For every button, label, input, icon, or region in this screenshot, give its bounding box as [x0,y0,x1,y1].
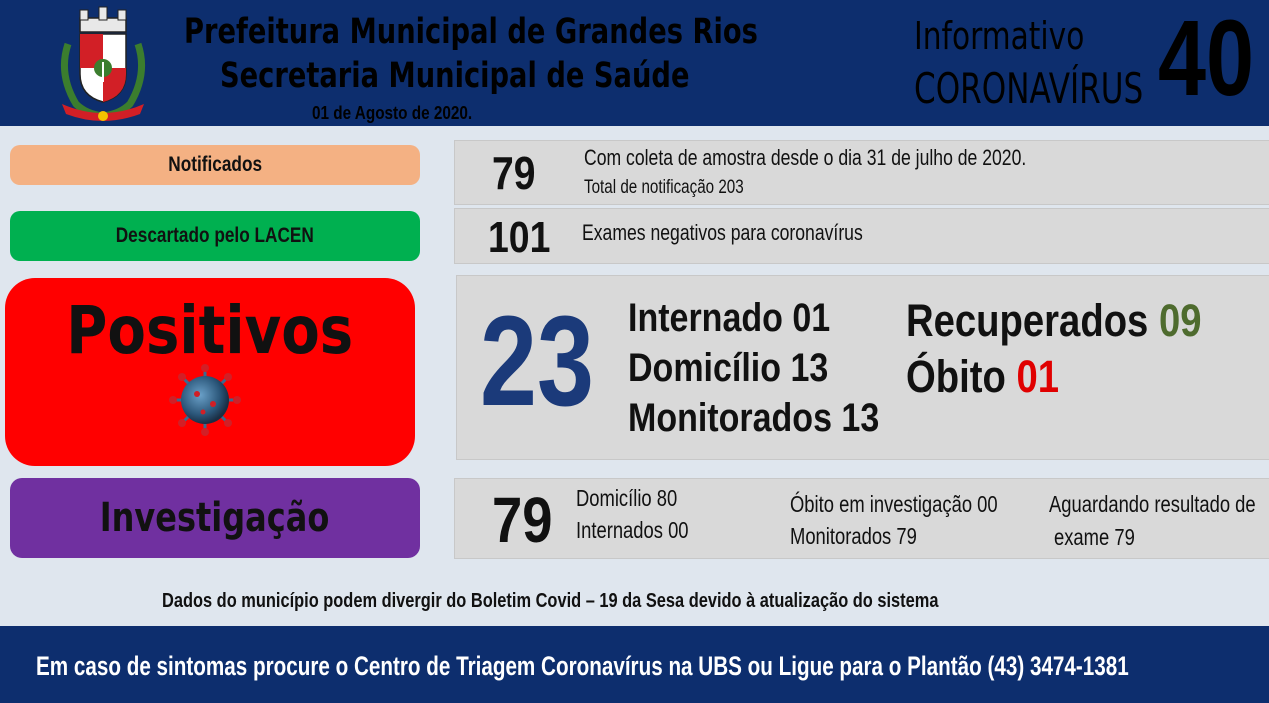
descartado-value: 101 [488,213,551,262]
descartado-desc: Exames negativos para coronavírus [582,220,863,245]
investigacao-aguardando-line1: Aguardando resultado de [1049,491,1256,517]
notificados-label-text: Notificados [168,153,262,176]
footer-banner [0,626,1269,703]
investigacao-label: Investigação [10,478,420,558]
recuperados-label: Recuperados [906,295,1149,346]
descartado-panel [454,208,1269,264]
header-title-line2: Secretaria Municipal de Saúde [220,56,690,96]
descartado-label: Descartado pelo LACEN [10,211,420,261]
notificados-desc-line1: Com coleta de amostra desde o dia 31 de … [584,145,1027,170]
header-date: 01 de Agosto de 2020. [312,103,473,123]
positivos-monitorados: Monitorados 13 [628,396,880,440]
footer-text: Em caso de sintomas procure o Centro de … [36,651,1129,681]
investigacao-obito: Óbito em investigação 00 [790,491,998,517]
investigacao-aguardando-line2: exame 79 [1054,524,1135,550]
header-title-line1: Prefeitura Municipal de Grandes Rios [184,12,758,52]
recuperados-value: 09 [1158,295,1202,346]
investigacao-monitorados: Monitorados 79 [790,523,917,549]
positivos-label: Positivos [5,278,415,466]
notificados-value: 79 [492,147,536,199]
investigacao-value: 79 [492,484,553,556]
municipal-crest-icon [60,6,146,121]
investigacao-panel [454,478,1269,559]
positivos-domicilio: Domicílio 13 [628,346,829,390]
positivos-value: 23 [480,290,594,433]
header-info-line1: Informativo [914,14,1085,58]
investigacao-label-text: Investigação [100,495,330,541]
obito-value: 01 [1016,351,1060,402]
edition-number: 40 [1158,0,1255,118]
positivos-label-text: Positivos [66,292,354,369]
positivos-panel [456,275,1269,460]
obito-row: Óbito 01 [906,354,1059,399]
notificados-panel [454,140,1269,205]
notificados-desc-line2: Total de notificação 203 [584,177,744,198]
obito-label: Óbito [906,351,1006,402]
notificados-label: Notificados [10,145,420,185]
header-banner [0,0,1269,126]
coronavirus-icon [169,364,241,436]
positivos-internado: Internado 01 [628,296,831,340]
header-info-line2: CORONAVÍRUS [914,64,1144,113]
disclaimer-text: Dados do município podem divergir do Bol… [162,590,939,612]
investigacao-domicilio: Domicílio 80 [576,485,678,511]
recuperados-row: Recuperados 09 [906,298,1202,343]
investigacao-internados: Internados 00 [576,517,689,543]
descartado-label-text: Descartado pelo LACEN [115,224,315,247]
